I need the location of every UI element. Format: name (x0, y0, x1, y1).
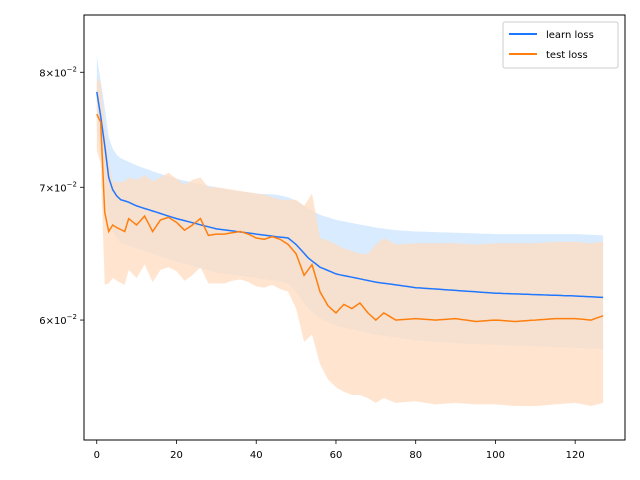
x-axis: 0 20 40 60 80 100 120 (94, 440, 585, 461)
y-axis: 6×10−2 7×10−2 8×10−2 (39, 65, 84, 327)
x-tick-label: 20 (170, 450, 183, 461)
x-tick-label: 100 (486, 450, 505, 461)
legend-box (502, 21, 619, 69)
series-lines (96, 91, 604, 323)
band-test-loss (96, 77, 604, 406)
uncertainty-bands (96, 56, 604, 406)
x-tick-label: 60 (330, 450, 343, 461)
y-tick-label: 6×10−2 (39, 313, 77, 327)
line-test-loss (96, 113, 604, 323)
y-tick-label: 7×10−2 (39, 180, 77, 194)
x-tick-label: 120 (566, 450, 585, 461)
x-tick-label: 80 (409, 450, 422, 461)
legend-label-learn-loss: learn loss (546, 30, 594, 41)
y-tick-label: 8×10−2 (39, 65, 77, 79)
line-learn-loss (96, 91, 604, 299)
x-tick-label: 0 (94, 450, 100, 461)
legend: learn loss test loss (502, 21, 619, 69)
axes-frame (83, 14, 626, 441)
x-tick-label: 40 (250, 450, 263, 461)
legend-label-test-loss: test loss (546, 50, 588, 61)
